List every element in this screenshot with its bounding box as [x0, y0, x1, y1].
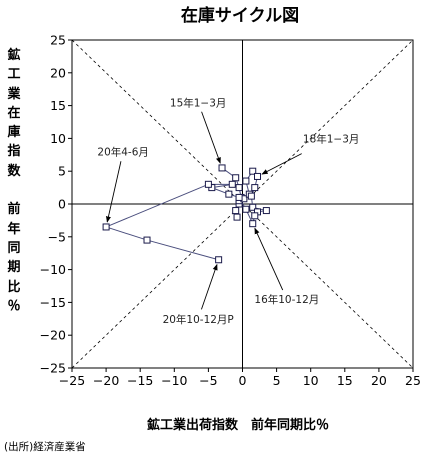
data-point [102, 223, 110, 231]
y-axis-label-char: 庫 [7, 125, 21, 141]
y-tick-label: 20 [50, 65, 66, 80]
y-axis-label-char: 工 [7, 67, 21, 83]
y-axis-label-char [6, 181, 22, 200]
y-tick-label: 25 [50, 33, 66, 48]
x-tick-label: 0 [239, 373, 247, 388]
y-tick-label: −20 [40, 328, 66, 343]
annotation-arrow [201, 263, 218, 310]
annotation-arrow [201, 111, 221, 164]
data-point [242, 205, 250, 213]
data-point [218, 164, 226, 172]
chart-title: 在庫サイクル図 [181, 5, 299, 26]
x-tick-label: −15 [127, 373, 153, 388]
y-tick-label: −5 [48, 229, 66, 244]
data-point [232, 207, 240, 215]
y-axis-label-char: 業 [7, 86, 21, 102]
annotation-arrow [105, 161, 122, 223]
y-tick-label: 15 [50, 98, 66, 113]
data-point [232, 174, 240, 182]
axes: −25 −20 −15 −10 −5 0 5 10 15 20 25 −25 −20 −15 −10 −5 0 5… [40, 33, 421, 389]
data-point [254, 172, 262, 180]
x-tick-label: −10 [161, 373, 187, 388]
y-tick-label: 10 [50, 131, 66, 146]
y-tick-label: 0 [58, 197, 66, 212]
x-tick-label: 15 [337, 373, 353, 388]
data-point [235, 193, 243, 201]
x-tick-label: 10 [303, 373, 319, 388]
data-point [249, 220, 257, 228]
x-tick-label: −25 [59, 373, 85, 388]
y-axis-label: 鉱工業在庫指数 前年同期比 ％ [6, 46, 22, 316]
annotation-arrow [254, 227, 284, 291]
source-note: (出所)経済産業省 [4, 441, 86, 453]
series-segment [146, 239, 219, 261]
y-axis-label-char: 数 [7, 163, 21, 179]
annotations: 15年1−3月 18年1−3月 20年4-6月 16年10-12月 20年10-12月P [97, 96, 359, 325]
y-axis-label-char: 前 [7, 202, 21, 218]
y-tick-label: −10 [40, 262, 66, 277]
annotation-label: 18年1−3月 [303, 132, 360, 145]
y-axis-label-char: 鉱 [7, 48, 21, 63]
x-axis-label: 鉱工業出荷指数 前年同期比％ [147, 417, 329, 433]
y-axis-label-char: 期 [7, 260, 21, 276]
y-axis-label-char: 指 [7, 144, 21, 160]
data-point [204, 180, 212, 188]
data-point [143, 236, 151, 244]
series-markers [102, 164, 270, 264]
data-point [242, 177, 250, 185]
annotation-arrow [261, 153, 302, 175]
data-point [225, 190, 233, 198]
data-point [262, 207, 270, 215]
annotation-label: 20年10-12月P [163, 313, 234, 326]
y-axis-label-char: 比 [7, 279, 21, 295]
y-tick-label: 5 [58, 164, 66, 179]
y-tick-label: −25 [40, 361, 66, 376]
data-point [228, 180, 236, 188]
annotation-label: 15年1−3月 [170, 96, 227, 109]
data-point [233, 213, 241, 221]
data-point [249, 167, 257, 175]
x-tick-label: 5 [273, 373, 281, 388]
data-point [251, 212, 259, 220]
series-segment [105, 226, 148, 241]
data-point [215, 256, 223, 264]
data-point [251, 184, 259, 192]
x-tick-label: 20 [371, 373, 387, 388]
x-tick-label: 25 [405, 373, 421, 388]
x-tick-label: −5 [199, 373, 217, 388]
data-point [249, 203, 257, 211]
y-axis-label-char: 同 [7, 240, 21, 256]
x-tick-label: −20 [93, 373, 119, 388]
y-axis-label-char: 年 [7, 221, 21, 237]
y-tick-label: −15 [40, 295, 66, 310]
data-point [247, 192, 255, 200]
annotation-label: 20年4-6月 [97, 146, 149, 159]
y-axis-label-char: ％ [7, 298, 21, 314]
series-segment [105, 183, 209, 228]
data-point [235, 184, 243, 192]
annotation-label: 16年10-12月 [254, 293, 319, 306]
y-axis-label-char: 在 [7, 105, 21, 121]
